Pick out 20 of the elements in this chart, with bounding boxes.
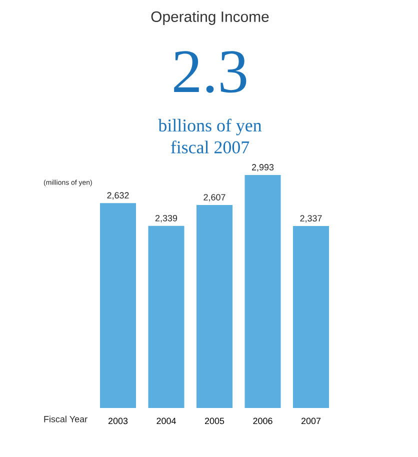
bar: [244, 174, 281, 408]
text: billions of yen: [158, 118, 262, 136]
x-tick-label: 2003: [108, 418, 128, 424]
x-tick-label: 2004: [156, 418, 176, 424]
data-label: 2,337: [300, 215, 322, 223]
data-label: 2,607: [204, 194, 226, 202]
bar: [100, 203, 136, 408]
text: fiscal 2007: [170, 140, 250, 154]
data-label: 2,339: [155, 214, 178, 222]
bar: [196, 205, 232, 408]
x-axis-title: Fiscal Year: [44, 416, 88, 422]
data-label: 2,993: [252, 164, 274, 172]
text: 2.3: [174, 51, 246, 93]
x-tick-label: 2006: [253, 418, 272, 424]
x-tick-label: 2005: [204, 418, 224, 424]
x-tick-label: 2007: [301, 418, 321, 424]
data-label: 2,632: [107, 192, 129, 200]
chart-title: Operating Income: [151, 11, 269, 25]
bar: [293, 226, 329, 408]
bar: [148, 226, 184, 408]
